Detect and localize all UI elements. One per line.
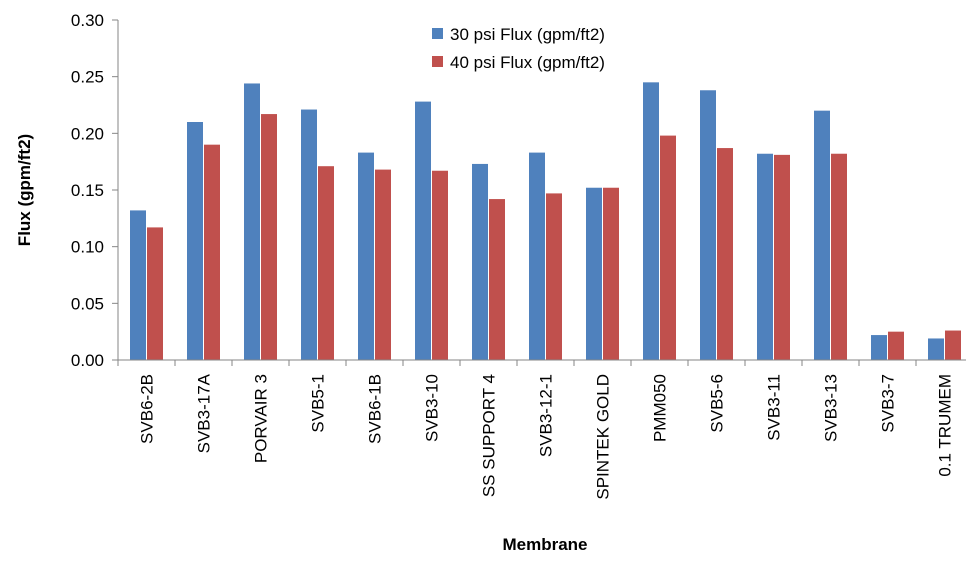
bar-40psi-5 [432, 171, 448, 360]
x-tick-label: SVB6-1B [366, 374, 385, 444]
bar-40psi-12 [831, 154, 847, 360]
x-tick-label: SVB3-7 [879, 374, 898, 433]
y-axis-ticks: 0.00 0.05 0.10 0.15 0.20 0.25 0.30 [71, 11, 118, 370]
x-tick-label: SVB5-6 [708, 374, 727, 433]
x-tick-label: SVB3-11 [765, 374, 784, 441]
bar-30psi-11 [757, 154, 773, 360]
y-axis-title: Flux (gpm/ft2) [15, 134, 34, 246]
bar-30psi-5 [415, 102, 431, 360]
bar-30psi-9 [643, 82, 659, 360]
x-tick-label: SPINTEK GOLD [594, 374, 613, 500]
x-tick-label: SVB3-12-1 [537, 374, 556, 457]
bar-40psi-3 [318, 166, 334, 360]
bar-40psi-9 [660, 136, 676, 360]
y-tick-label: 0.15 [71, 181, 104, 200]
x-tick-label: PMM050 [651, 374, 670, 442]
bar-40psi-10 [717, 148, 733, 360]
bar-30psi-3 [301, 110, 317, 360]
y-tick-label: 0.00 [71, 351, 104, 370]
bar-30psi-0 [130, 210, 146, 360]
legend-swatch-40psi [432, 56, 443, 67]
x-tick-label: SS SUPPORT 4 [480, 374, 499, 497]
y-tick-label: 0.25 [71, 68, 104, 87]
bar-40psi-13 [888, 332, 904, 360]
bar-40psi-0 [147, 227, 163, 360]
bar-40psi-6 [489, 199, 505, 360]
bars [130, 82, 961, 360]
x-tick-label: SVB5-1 [309, 374, 328, 433]
bar-40psi-11 [774, 155, 790, 360]
bar-30psi-13 [871, 335, 887, 360]
bar-30psi-8 [586, 188, 602, 360]
bar-40psi-8 [603, 188, 619, 360]
bar-30psi-10 [700, 90, 716, 360]
x-tick-label: PORVAIR 3 [252, 374, 271, 463]
legend-label-40psi: 40 psi Flux (gpm/ft2) [450, 53, 605, 72]
x-tick-label: 0.1 TRUMEM [936, 374, 955, 477]
legend-swatch-30psi [432, 28, 443, 39]
bar-30psi-1 [187, 122, 203, 360]
x-tick-label: SVB3-10 [423, 374, 442, 442]
bar-30psi-2 [244, 83, 260, 360]
x-axis-title: Membrane [502, 535, 587, 554]
bar-40psi-14 [945, 331, 961, 360]
bar-40psi-1 [204, 145, 220, 360]
y-tick-label: 0.05 [71, 294, 104, 313]
legend-label-30psi: 30 psi Flux (gpm/ft2) [450, 25, 605, 44]
bar-40psi-4 [375, 170, 391, 360]
y-tick-label: 0.20 [71, 124, 104, 143]
y-tick-label: 0.10 [71, 238, 104, 257]
bar-30psi-7 [529, 153, 545, 360]
x-tick-label: SVB3-13 [822, 374, 841, 442]
x-tick-label: SVB6-2B [138, 374, 157, 444]
bar-40psi-7 [546, 193, 562, 360]
bar-30psi-14 [928, 338, 944, 360]
bar-30psi-12 [814, 111, 830, 360]
bar-30psi-4 [358, 153, 374, 360]
x-tick-label: SVB3-17A [195, 373, 214, 453]
bar-40psi-2 [261, 114, 277, 360]
y-tick-label: 0.30 [71, 11, 104, 30]
x-axis-ticks: SVB6-2B SVB3-17A PORVAIR 3 SVB5-1 SVB6-1B SVB… [118, 360, 966, 500]
legend: 30 psi Flux (gpm/ft2) 40 psi Flux (gpm/f… [432, 25, 605, 72]
bar-30psi-6 [472, 164, 488, 360]
